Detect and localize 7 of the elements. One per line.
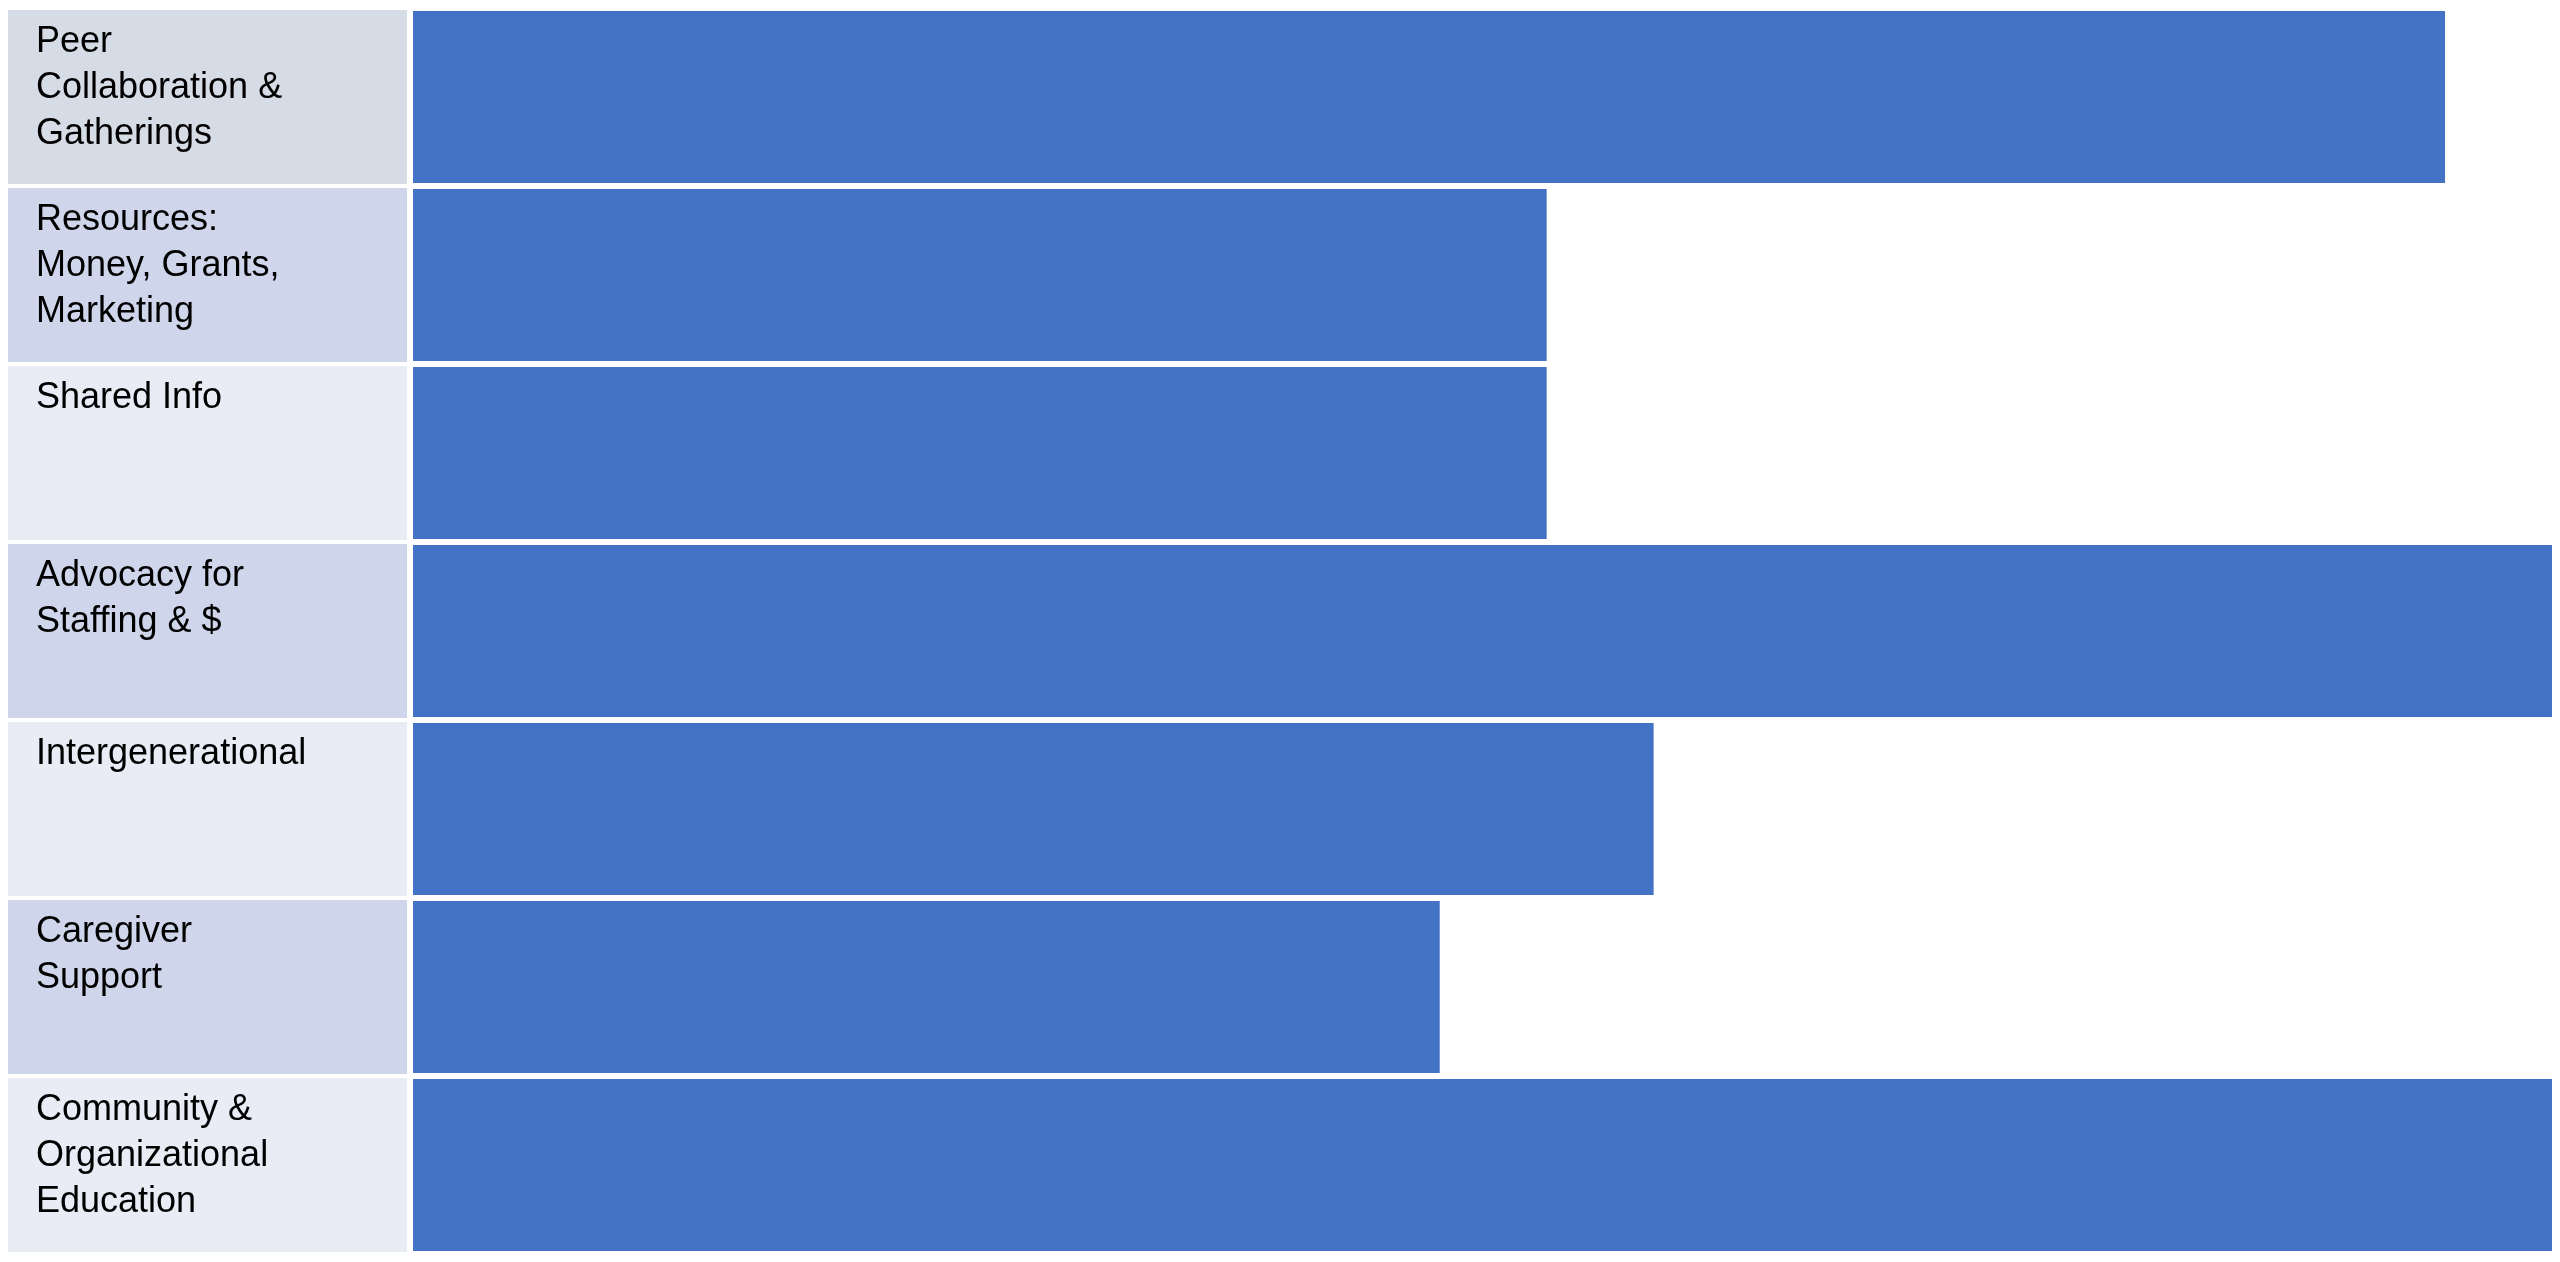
- y-tick-label: Peer Collaboration & Gatherings: [36, 19, 283, 152]
- y-tick-label: Intergenerational: [36, 731, 307, 772]
- y-tick-label: Advocacy for Staffing & $: [36, 553, 245, 640]
- y-tick-label: Shared Info: [36, 375, 223, 416]
- y-tick-label: Caregiver Support: [36, 909, 193, 996]
- y-tick-label: Community & Organizational Education: [36, 1087, 269, 1220]
- y-tick-label: Resources: Money, Grants, Marketing: [36, 197, 280, 330]
